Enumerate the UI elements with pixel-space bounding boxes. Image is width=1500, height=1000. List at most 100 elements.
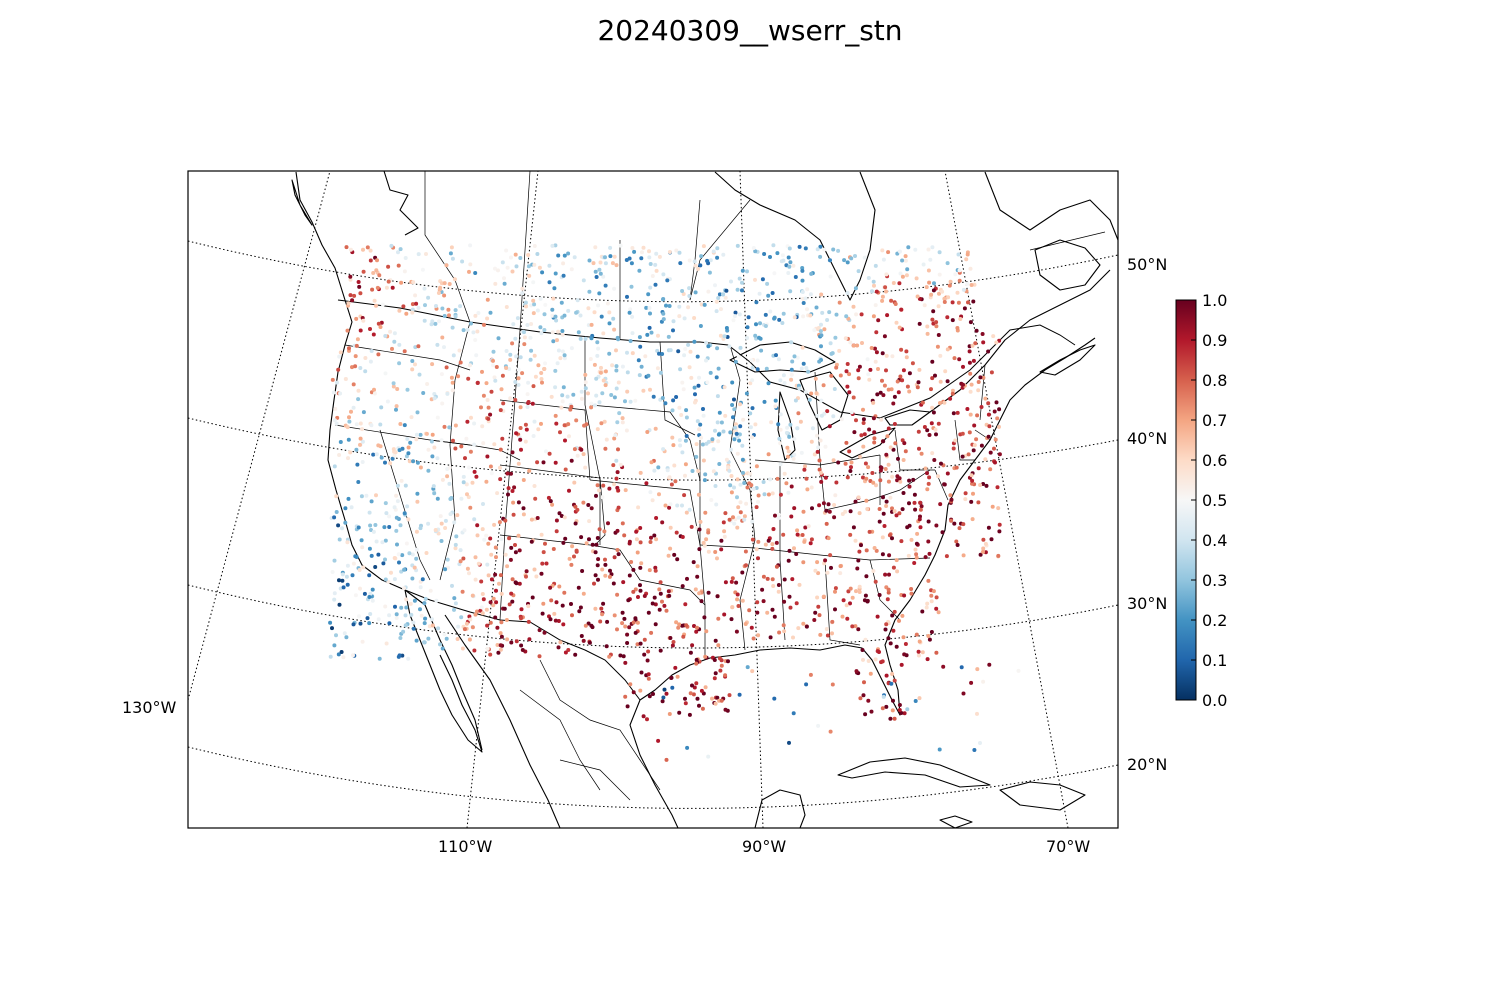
station-point	[819, 479, 824, 484]
station-point	[473, 555, 478, 560]
station-point	[387, 525, 392, 529]
station-point	[991, 334, 996, 339]
station-point	[637, 268, 642, 273]
station-point	[453, 542, 458, 547]
station-point	[372, 298, 377, 303]
station-point	[945, 379, 950, 384]
station-point	[786, 490, 791, 495]
station-point	[943, 369, 948, 374]
station-point	[660, 699, 665, 704]
station-point	[485, 316, 490, 321]
station-point	[738, 345, 743, 350]
station-point	[445, 391, 450, 396]
station-point	[929, 599, 934, 604]
station-point	[886, 250, 891, 255]
station-point	[386, 279, 391, 284]
station-point	[743, 622, 748, 626]
station-point	[849, 410, 854, 415]
station-point	[795, 532, 800, 537]
station-point	[902, 441, 907, 446]
station-point	[623, 488, 628, 493]
station-point	[485, 398, 490, 402]
station-point	[896, 390, 901, 395]
station-point	[994, 400, 999, 405]
station-point	[481, 597, 486, 602]
station-point	[383, 604, 388, 609]
station-point	[874, 289, 879, 294]
station-point	[804, 476, 809, 481]
station-point	[761, 480, 766, 484]
station-point	[595, 563, 600, 568]
station-point	[356, 280, 361, 284]
station-point	[880, 535, 885, 540]
station-point	[615, 548, 620, 552]
station-point	[897, 708, 902, 712]
station-point	[556, 253, 561, 258]
station-point	[603, 255, 607, 260]
station-point	[670, 643, 675, 648]
station-point	[734, 431, 739, 436]
station-point	[516, 367, 521, 372]
station-point	[505, 471, 510, 476]
station-point	[633, 398, 638, 403]
station-point	[524, 427, 529, 432]
station-point	[586, 306, 591, 311]
station-point	[377, 656, 382, 661]
station-point	[494, 555, 498, 560]
station-point	[383, 334, 388, 338]
us-canada-border	[337, 299, 1076, 419]
station-point	[605, 619, 610, 624]
mexico-pacific	[444, 614, 561, 828]
station-point	[696, 383, 701, 388]
station-point	[604, 437, 609, 442]
station-point	[612, 327, 617, 332]
station-point	[815, 560, 820, 565]
colorbar: 0.00.10.20.30.40.50.60.70.80.91.0	[1175, 291, 1227, 710]
station-point	[597, 527, 602, 532]
station-point	[648, 285, 653, 290]
station-point	[569, 267, 574, 272]
station-point	[967, 360, 972, 365]
station-point	[332, 515, 337, 520]
station-point	[795, 528, 800, 533]
station-point	[660, 520, 665, 525]
station-point	[473, 577, 478, 582]
station-point	[522, 335, 527, 340]
station-point	[981, 546, 986, 551]
station-point	[719, 307, 723, 312]
station-point	[849, 465, 853, 470]
station-point	[596, 303, 601, 308]
station-point	[745, 485, 750, 490]
station-point	[554, 600, 559, 605]
station-point	[481, 393, 486, 398]
station-point	[903, 449, 908, 454]
station-point	[857, 511, 862, 516]
station-point	[587, 537, 591, 542]
station-point	[629, 261, 634, 266]
station-point	[694, 454, 699, 459]
station-point	[361, 318, 366, 323]
station-point	[732, 407, 737, 412]
station-point	[714, 502, 719, 507]
station-point	[453, 277, 457, 282]
station-point	[864, 476, 869, 481]
station-point	[675, 674, 680, 679]
station-point	[488, 600, 493, 605]
station-point	[334, 510, 339, 514]
station-point	[499, 537, 504, 542]
station-point	[405, 387, 410, 392]
station-point	[484, 533, 489, 538]
station-point	[370, 587, 375, 592]
station-point	[963, 497, 968, 502]
station-point	[718, 333, 723, 338]
station-point	[667, 505, 672, 510]
station-point	[542, 328, 547, 332]
station-point	[898, 374, 903, 379]
station-point	[518, 405, 523, 410]
station-point	[414, 529, 419, 534]
station-point	[628, 399, 633, 404]
station-point	[953, 272, 958, 277]
station-point	[927, 637, 932, 642]
station-point	[808, 541, 813, 546]
station-point	[911, 477, 916, 482]
